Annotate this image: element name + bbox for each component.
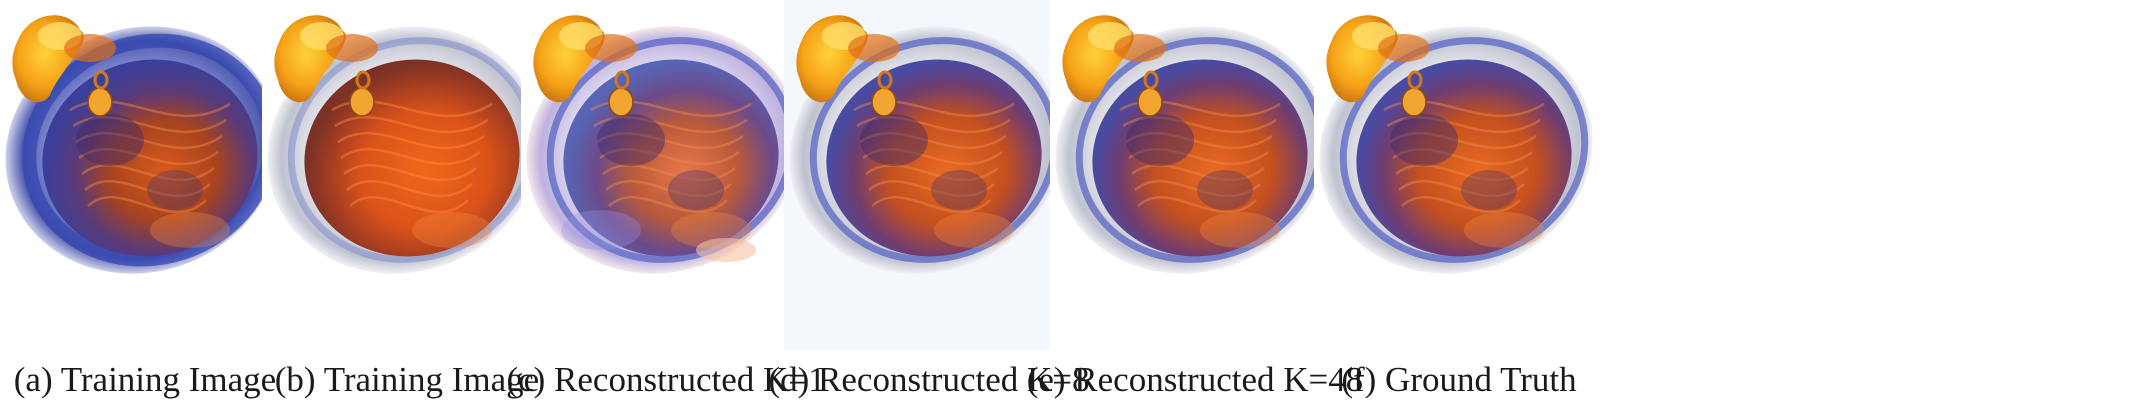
panel-caption: (f) Ground Truth [1341, 360, 1577, 399]
volume-render-image [521, 0, 811, 350]
panel-c: (c) Reconstructed K=1 [506, 0, 826, 414]
volume-render-image [1050, 0, 1340, 350]
panel-e: (e) Reconstructed K=48 [1027, 0, 1363, 414]
panel-caption: (d) Reconstructed K=8 [768, 360, 1090, 399]
panel-caption: (e) Reconstructed K=48 [1026, 360, 1364, 399]
volume-render-image [262, 0, 552, 350]
panel-f: (f) Ground Truth [1314, 0, 1604, 414]
volume-render-image [784, 0, 1074, 350]
panel-caption: (c) Reconstructed K=1 [506, 360, 826, 399]
panel-d: (d) Reconstructed K=8 [768, 0, 1090, 414]
panel-caption: (a) Training Image [13, 360, 277, 399]
volume-render-image [1314, 0, 1604, 350]
panel-b: (b) Training Image [262, 0, 552, 414]
panel-a: (a) Training Image [0, 0, 290, 414]
volume-render-image [0, 0, 290, 350]
panel-caption: (b) Training Image [274, 360, 540, 399]
